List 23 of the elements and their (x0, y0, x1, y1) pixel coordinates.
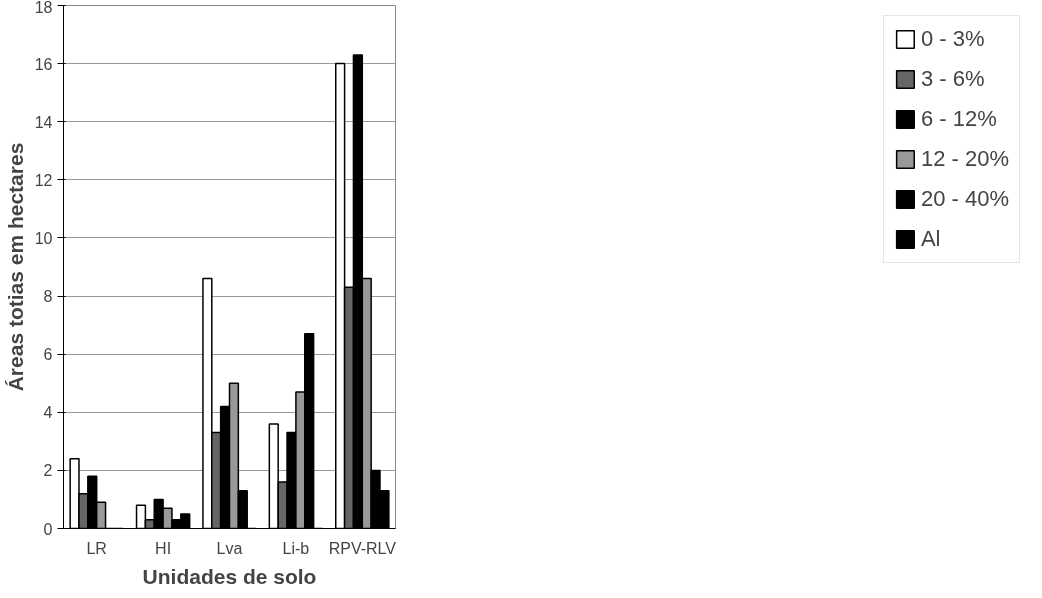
legend-label: 12 - 20% (920, 146, 1009, 172)
legend-label: Al (920, 226, 941, 252)
legend-label: 20 - 40% (920, 186, 1009, 212)
y-tick-label: 16 (34, 55, 53, 73)
y-axis-title: Áreas totias em hectares (3, 142, 27, 392)
y-tick-label: 12 (34, 171, 53, 189)
y-tick-label: 6 (43, 346, 53, 364)
x-tick-label: RPV-RLV (328, 539, 397, 557)
y-tick-label: 10 (34, 229, 53, 247)
x-tick-label: LR (86, 539, 107, 557)
x-axis-title: Unidades de solo (142, 564, 317, 588)
y-tick-label: 18 (34, 0, 53, 16)
y-tick-label: 4 (43, 404, 53, 422)
y-tick-label: 8 (43, 288, 53, 306)
x-tick-label: HI (155, 539, 172, 557)
y-tick-label: 2 (43, 462, 53, 480)
y-tick-label: 14 (34, 113, 53, 131)
legend-label: 0 - 3% (920, 26, 985, 52)
x-tick-label: Lva (216, 539, 243, 557)
y-tick-label: 0 (43, 520, 53, 538)
x-tick-label: Li-b (282, 539, 310, 557)
legend-label: 6 - 12% (920, 106, 997, 132)
legend-label: 3 - 6% (920, 66, 985, 92)
